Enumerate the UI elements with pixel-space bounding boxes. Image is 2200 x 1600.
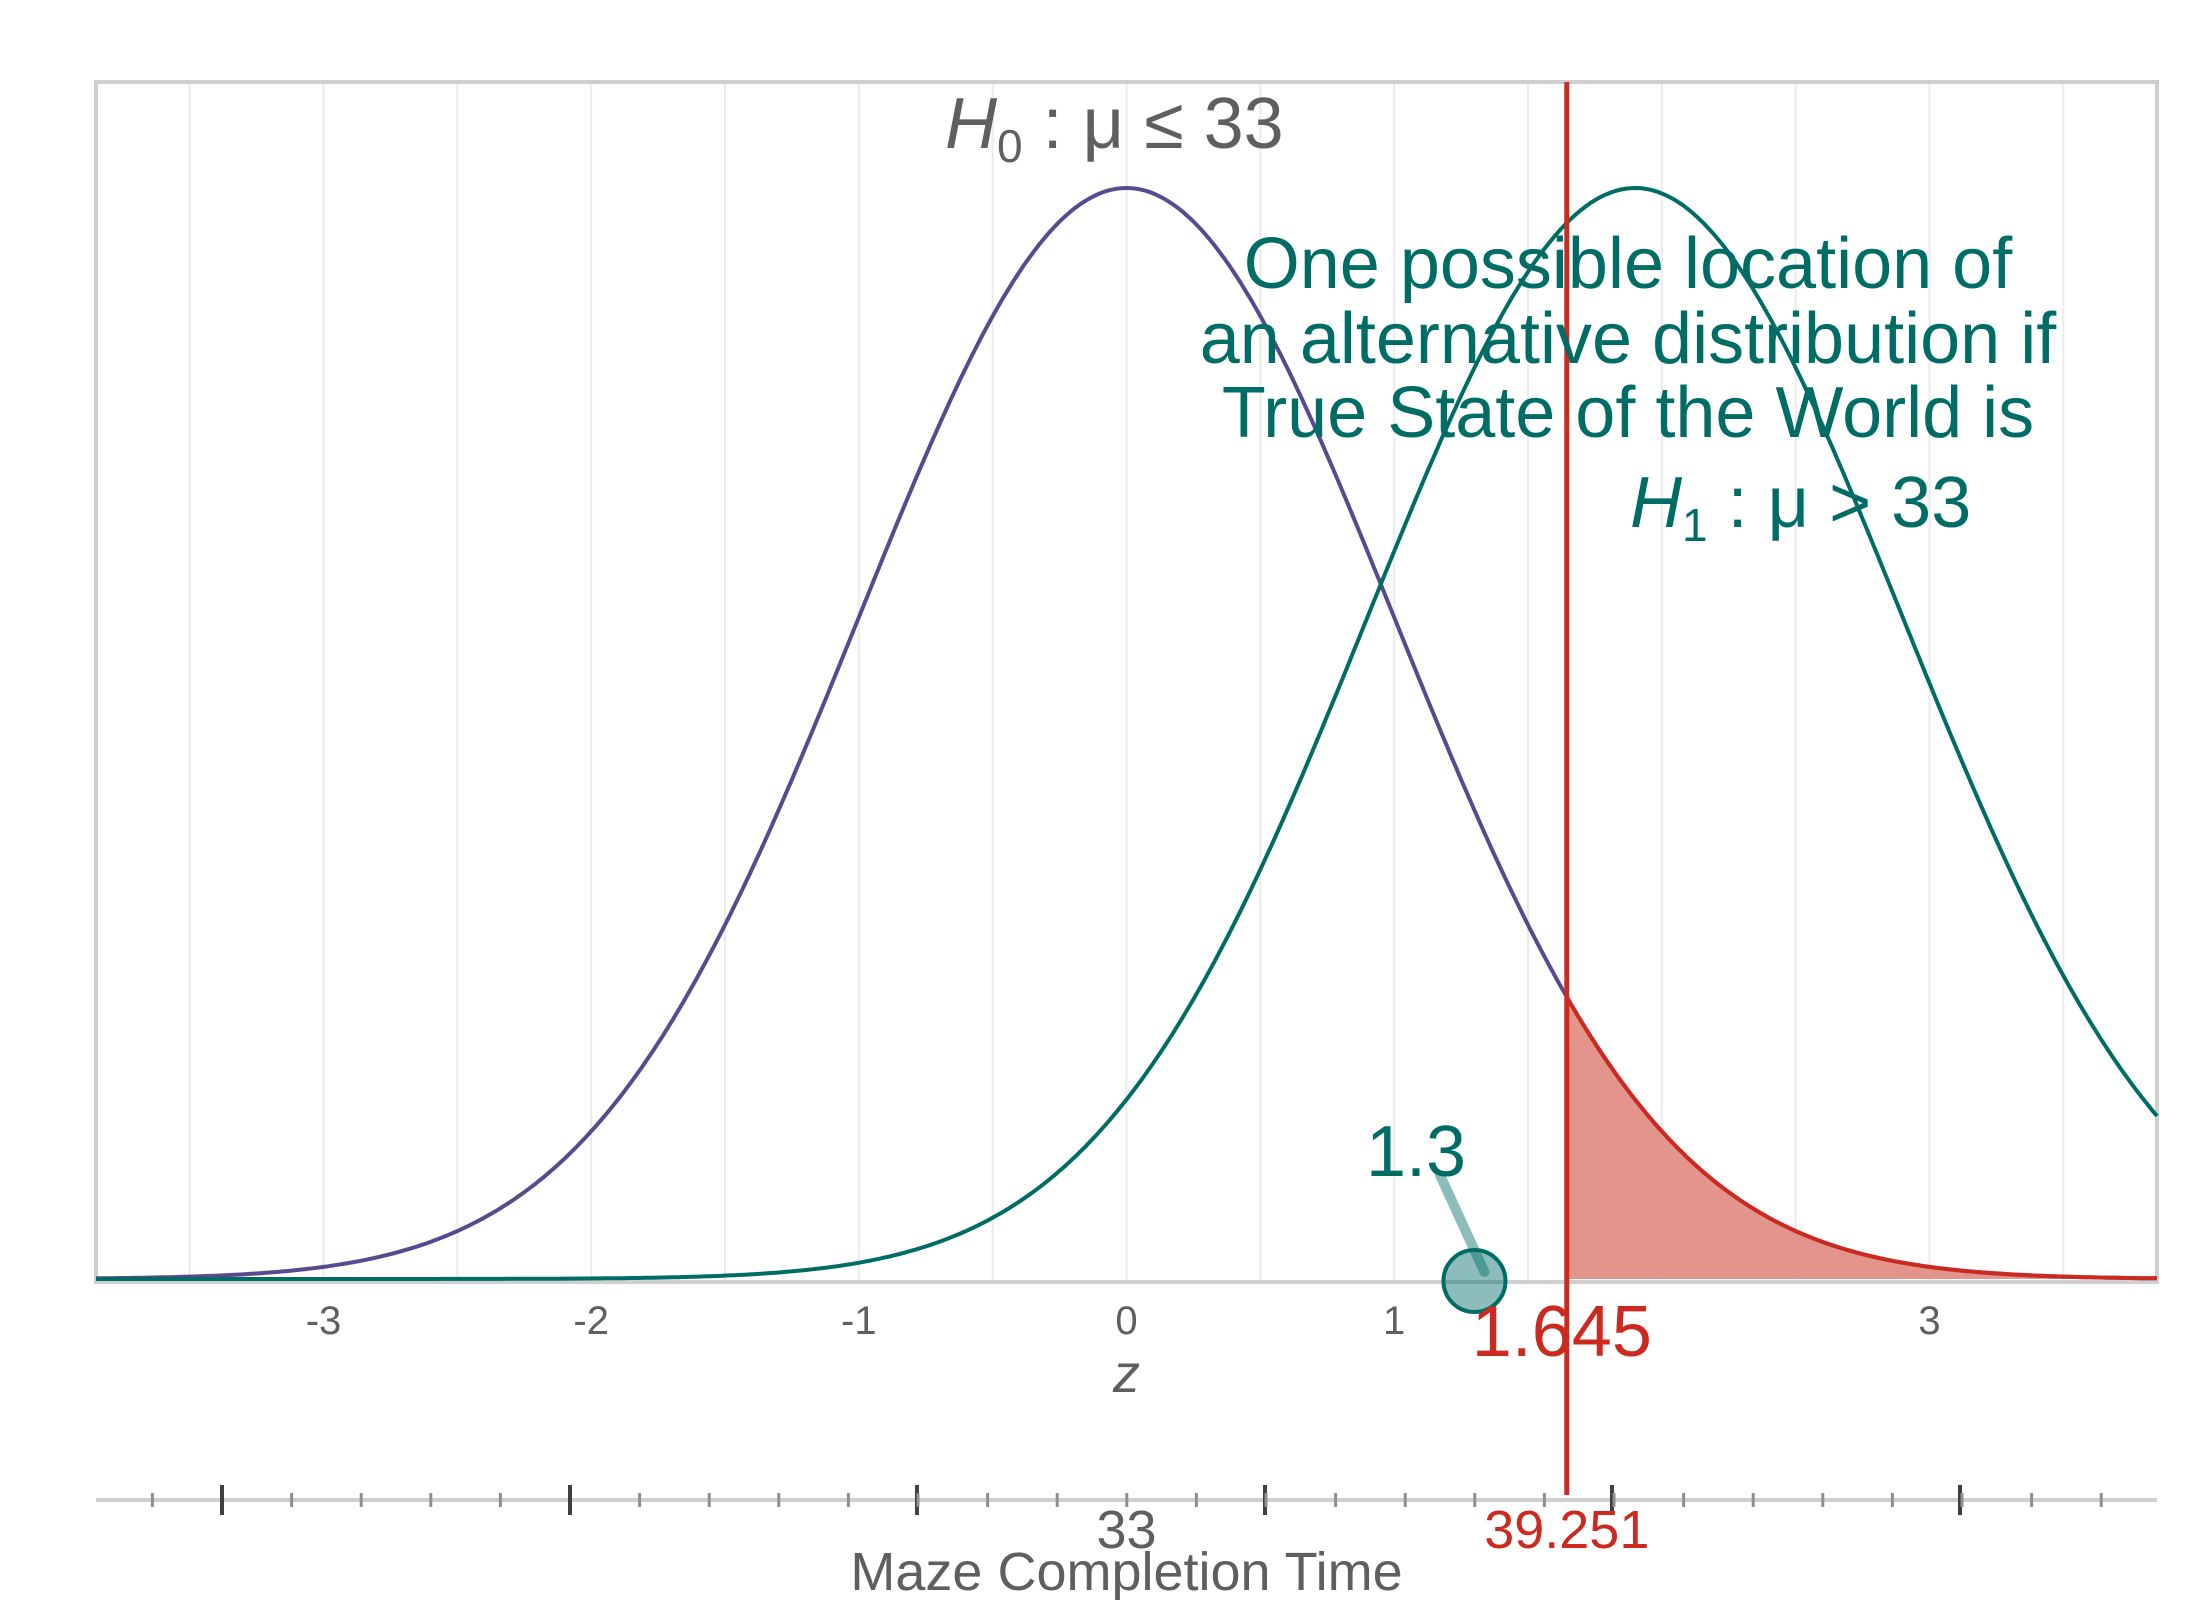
- x-tick-label: 1: [1383, 1299, 1405, 1343]
- null-hypothesis-label: H0 : μ ≤ 33: [945, 84, 1284, 172]
- observed-value-point: [1441, 1248, 1508, 1314]
- h1-subscript: 1: [1682, 499, 1708, 551]
- alternative-annotation-line: True State of the World is: [1222, 373, 2034, 453]
- h0-symbol: H: [945, 84, 998, 164]
- raw-axis-ticks: [150, 1485, 2103, 1515]
- observed-value-connector: [1435, 1170, 1490, 1277]
- h0-expression: : μ ≤ 33: [1023, 84, 1284, 164]
- panel-border: [94, 80, 2159, 1284]
- rejection-area: [1566, 997, 2157, 1279]
- critical-value-label: 1.645: [1472, 1292, 1652, 1372]
- x-axis-label: z: [1112, 1344, 1140, 1404]
- raw-axis-title: Maze Completion Time: [850, 1542, 1402, 1600]
- x-axis-ticks: -3 -2 -1 0 1 3: [306, 1299, 1941, 1343]
- raw-axis-label-mean: 33: [1096, 1500, 1156, 1560]
- x-tick-label: -1: [841, 1299, 877, 1343]
- x-tick-label: -2: [573, 1299, 609, 1343]
- alternative-annotation: One possible location of an alternative …: [1200, 224, 2057, 551]
- alternative-distribution-curve: [96, 185, 2159, 1281]
- h1-expression: : μ > 33: [1708, 463, 1972, 543]
- alternative-annotation-line: One possible location of: [1244, 224, 2013, 304]
- raw-score-axis: 33 39.251 Maze Completion Time: [96, 1485, 2157, 1600]
- alternative-annotation-line: an alternative distribution if: [1200, 299, 2057, 379]
- x-tick-label: 0: [1115, 1299, 1137, 1343]
- h0-subscript: 0: [997, 120, 1023, 172]
- observed-value-label: 1.3: [1366, 1112, 1466, 1192]
- x-tick-label: 3: [1918, 1299, 1940, 1343]
- h1-symbol: H: [1630, 463, 1683, 543]
- x-tick-label: -3: [306, 1299, 342, 1343]
- rejection-curve-outline: [1565, 996, 2157, 1281]
- raw-axis-critical-label: 39.251: [1484, 1500, 1649, 1560]
- alternative-hypothesis-label: H1 : μ > 33: [1630, 463, 1971, 551]
